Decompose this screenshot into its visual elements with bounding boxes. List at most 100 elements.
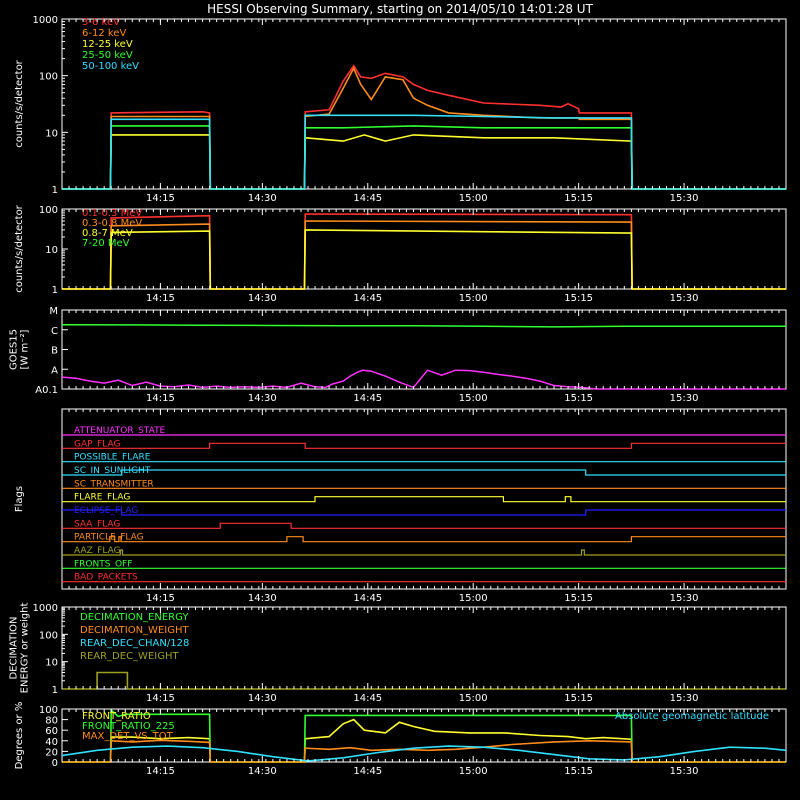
y-tick-label: 60: [45, 726, 58, 737]
legend-entry: 50-100 keV: [82, 61, 139, 72]
flag-label: SC_IN_SUNLIGHT: [74, 466, 151, 476]
y-tick-label: 100: [39, 705, 58, 716]
series-line: [62, 229, 786, 290]
y-axis-label: Flags: [14, 486, 25, 512]
series-line: [62, 739, 786, 763]
time-tick-label: 14:45: [353, 193, 382, 204]
time-tick-label: 14:15: [146, 393, 175, 404]
time-tick-label: 14:30: [248, 293, 277, 304]
time-tick-label: 14:30: [248, 193, 277, 204]
time-tick-label: 15:15: [564, 693, 593, 704]
y-tick-label: 1: [52, 285, 58, 296]
time-tick-label: 14:30: [248, 593, 277, 604]
flag-label: ATTENUATOR_STATE: [74, 426, 166, 436]
time-tick-label: 15:15: [564, 766, 593, 777]
series-line: [62, 671, 786, 690]
legend-entry: FRONT_RATIO: [82, 711, 151, 722]
time-tick-label: 15:00: [459, 293, 488, 304]
flag-line: [62, 509, 786, 516]
y-axis-label: ENERGY or weight: [20, 603, 31, 694]
flag-label: POSSIBLE_FLARE: [74, 453, 151, 463]
legend-entry: 12-25 keV: [82, 39, 133, 50]
series-line: [62, 125, 786, 190]
flag-line: [62, 522, 786, 529]
series-line: [61, 745, 787, 762]
y-axis-label: Degrees or %: [14, 702, 25, 770]
y-tick-label: A: [51, 365, 58, 376]
time-tick-label: 15:30: [670, 193, 699, 204]
series-line: [62, 64, 786, 190]
time-tick-label: 15:30: [670, 593, 699, 604]
time-tick-label: 14:45: [353, 766, 382, 777]
time-tick-label: 15:30: [670, 293, 699, 304]
y-tick-label: 20: [45, 747, 58, 758]
legend-entry: 25-50 keV: [82, 50, 133, 61]
time-tick-label: 15:00: [459, 766, 488, 777]
y-tick-label: 0: [52, 758, 58, 769]
flag-line: [62, 442, 786, 449]
flag-line: [62, 496, 786, 503]
flag-label: GAP_FLAG: [74, 439, 120, 449]
time-tick-label: 15:15: [564, 193, 593, 204]
panel-frame: [61, 708, 787, 763]
y-tick-label: 10: [45, 128, 58, 139]
y-tick-label: 100: [39, 205, 58, 216]
y-tick-label: B: [51, 346, 58, 357]
panel-frame: [61, 18, 787, 190]
time-tick-label: 15:00: [459, 393, 488, 404]
panel-frame: [61, 309, 787, 390]
legend-entry: 0.3-0.8 MeV: [82, 218, 142, 229]
y-tick-label: 1000: [33, 603, 58, 614]
flag-line: [62, 536, 786, 543]
time-tick-label: 14:45: [353, 593, 382, 604]
y-tick-label: A0.1: [35, 385, 58, 396]
y-tick-label: C: [51, 326, 58, 337]
time-tick-label: 14:15: [146, 693, 175, 704]
series-line: [62, 114, 786, 190]
y-tick-label: 10: [45, 245, 58, 256]
legend-entry: 0.1-0.3 MeV: [82, 208, 142, 219]
panel-frame: [61, 408, 787, 590]
time-tick-label: 14:15: [146, 593, 175, 604]
legend-entry: 3-6 keV: [82, 17, 120, 28]
y-tick-label: 80: [45, 716, 58, 727]
flag-line: [62, 469, 786, 476]
legend-entry: MAX_DET_VS_TOT: [82, 731, 174, 742]
panel-decimation: 1 10 100 1000 DECIMATION_ENERGY DECIMATION_WE…: [9, 603, 787, 704]
flag-label: FRONTS_OFF: [74, 559, 132, 569]
y-axis-label: counts/s/detector: [14, 59, 25, 147]
annotation-label: Absolute geomagnetic latitude: [615, 711, 769, 722]
time-tick-label: 15:15: [564, 593, 593, 604]
time-tick-label: 15:30: [670, 393, 699, 404]
y-tick-label: 100: [39, 630, 58, 641]
y-tick-label: 100: [39, 72, 58, 83]
series-line: [61, 323, 786, 328]
flag-label: PARTICLE_FLAG: [74, 533, 144, 543]
time-tick-label: 15:30: [670, 693, 699, 704]
figure-title: HESSI Observing Summary, starting on 201…: [207, 2, 593, 16]
y-tick-label: 1: [52, 185, 58, 196]
time-tick-label: 14:15: [146, 293, 175, 304]
series-line: [62, 134, 786, 190]
legend-entry: REAR_DEC_WEIGHT: [80, 651, 179, 662]
flag-label: AAZ_FLAG: [74, 546, 121, 556]
flag-label: FLARE_FLAG: [74, 493, 130, 503]
flag-label: BAD_PACKETS: [74, 573, 138, 583]
legend-entry: DECIMATION_WEIGHT: [80, 625, 189, 636]
legend-entry: REAR_DEC_CHAN/128: [80, 638, 189, 649]
time-tick-label: 14:15: [146, 193, 175, 204]
y-tick-label: 10: [45, 658, 58, 669]
time-tick-label: 14:45: [353, 393, 382, 404]
legend-entry: FRONT_RATIO_225: [82, 721, 175, 732]
time-tick-label: 15:00: [459, 593, 488, 604]
time-tick-label: 14:30: [248, 766, 277, 777]
flag-label: SC_TRANSMITTER: [74, 479, 154, 489]
time-tick-label: 14:30: [248, 693, 277, 704]
flag-label: SAA_FLAG: [74, 519, 120, 529]
panel-flags: ATTENUATOR_STATE GAP_FLAG POSSIBLE_FLARE SC…: [14, 408, 787, 604]
flag-label: ECLIPSE_FLAG: [74, 506, 138, 516]
y-tick-label: 40: [45, 737, 58, 748]
time-tick-label: 14:15: [146, 766, 175, 777]
